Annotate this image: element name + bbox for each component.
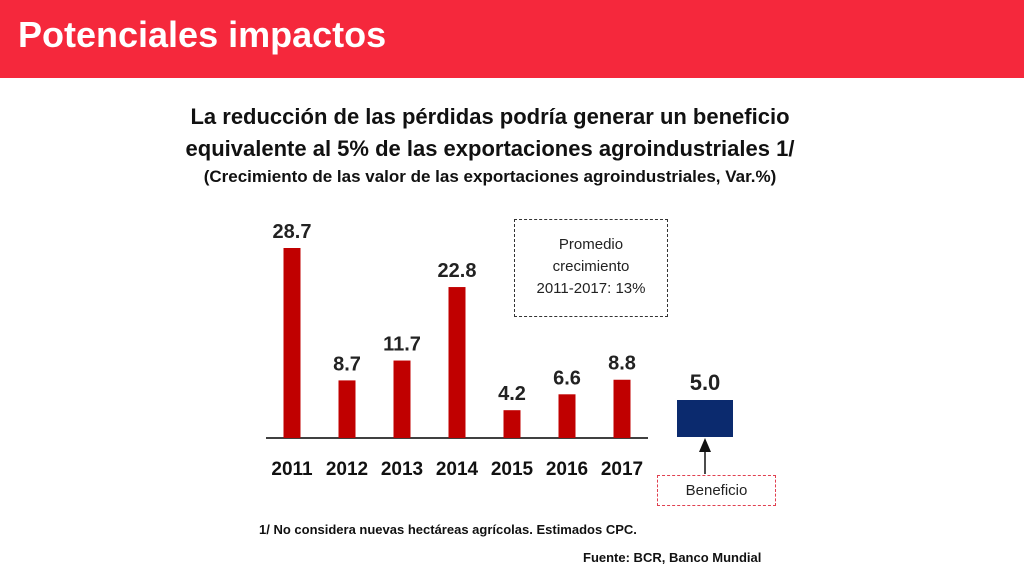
x-tick-label: 2011: [271, 459, 313, 480]
x-tick-label: 2016: [546, 459, 588, 480]
note-line: crecimiento: [552, 258, 630, 275]
x-tick-label: 2017: [601, 459, 643, 480]
benefit-bar: [677, 400, 733, 437]
footnote: 1/ No considera nuevas hectáreas agrícol…: [259, 522, 637, 537]
bar-value-label: 28.7: [273, 221, 312, 243]
bar: [393, 360, 411, 438]
bar: [503, 410, 521, 438]
x-tick-label: 2015: [491, 459, 534, 480]
bar-value-label: 8.8: [608, 353, 636, 375]
benefit-value-label: 5.0: [690, 370, 721, 395]
bar-value-label: 6.6: [553, 367, 581, 389]
bar-value-label: 22.8: [438, 260, 477, 282]
x-tick-label: 2012: [326, 459, 368, 480]
benefit-caption: Beneficio: [657, 475, 776, 506]
header-bar: Potenciales impactos: [0, 0, 1024, 78]
source-note: Fuente: BCR, Banco Mundial: [583, 550, 762, 565]
bar: [448, 287, 466, 438]
x-tick-label: 2013: [381, 459, 423, 480]
page-title: Potenciales impactos: [18, 14, 387, 55]
note-line: Promedio: [558, 236, 624, 253]
chart-subtitle: (Crecimiento de las valor de las exporta…: [203, 167, 777, 186]
bar-value-label: 11.7: [383, 334, 421, 356]
bar: [338, 380, 356, 438]
bar-value-label: 4.2: [498, 383, 526, 405]
bar: [558, 394, 576, 438]
x-tick-label: 2014: [436, 459, 479, 480]
bar-value-label: 8.7: [333, 353, 361, 375]
bar: [283, 248, 301, 438]
note-line: 2011-2017: 13%: [536, 280, 646, 297]
bar: [613, 379, 631, 438]
chart-title-line-2: equivalente al 5% de las exportaciones a…: [185, 136, 795, 161]
average-growth-note: Promedio crecimiento 2011-2017: 13%: [514, 219, 668, 317]
benefit-arrow-head: [699, 438, 711, 452]
chart-title-line-1: La reducción de las pérdidas podría gene…: [190, 104, 790, 129]
